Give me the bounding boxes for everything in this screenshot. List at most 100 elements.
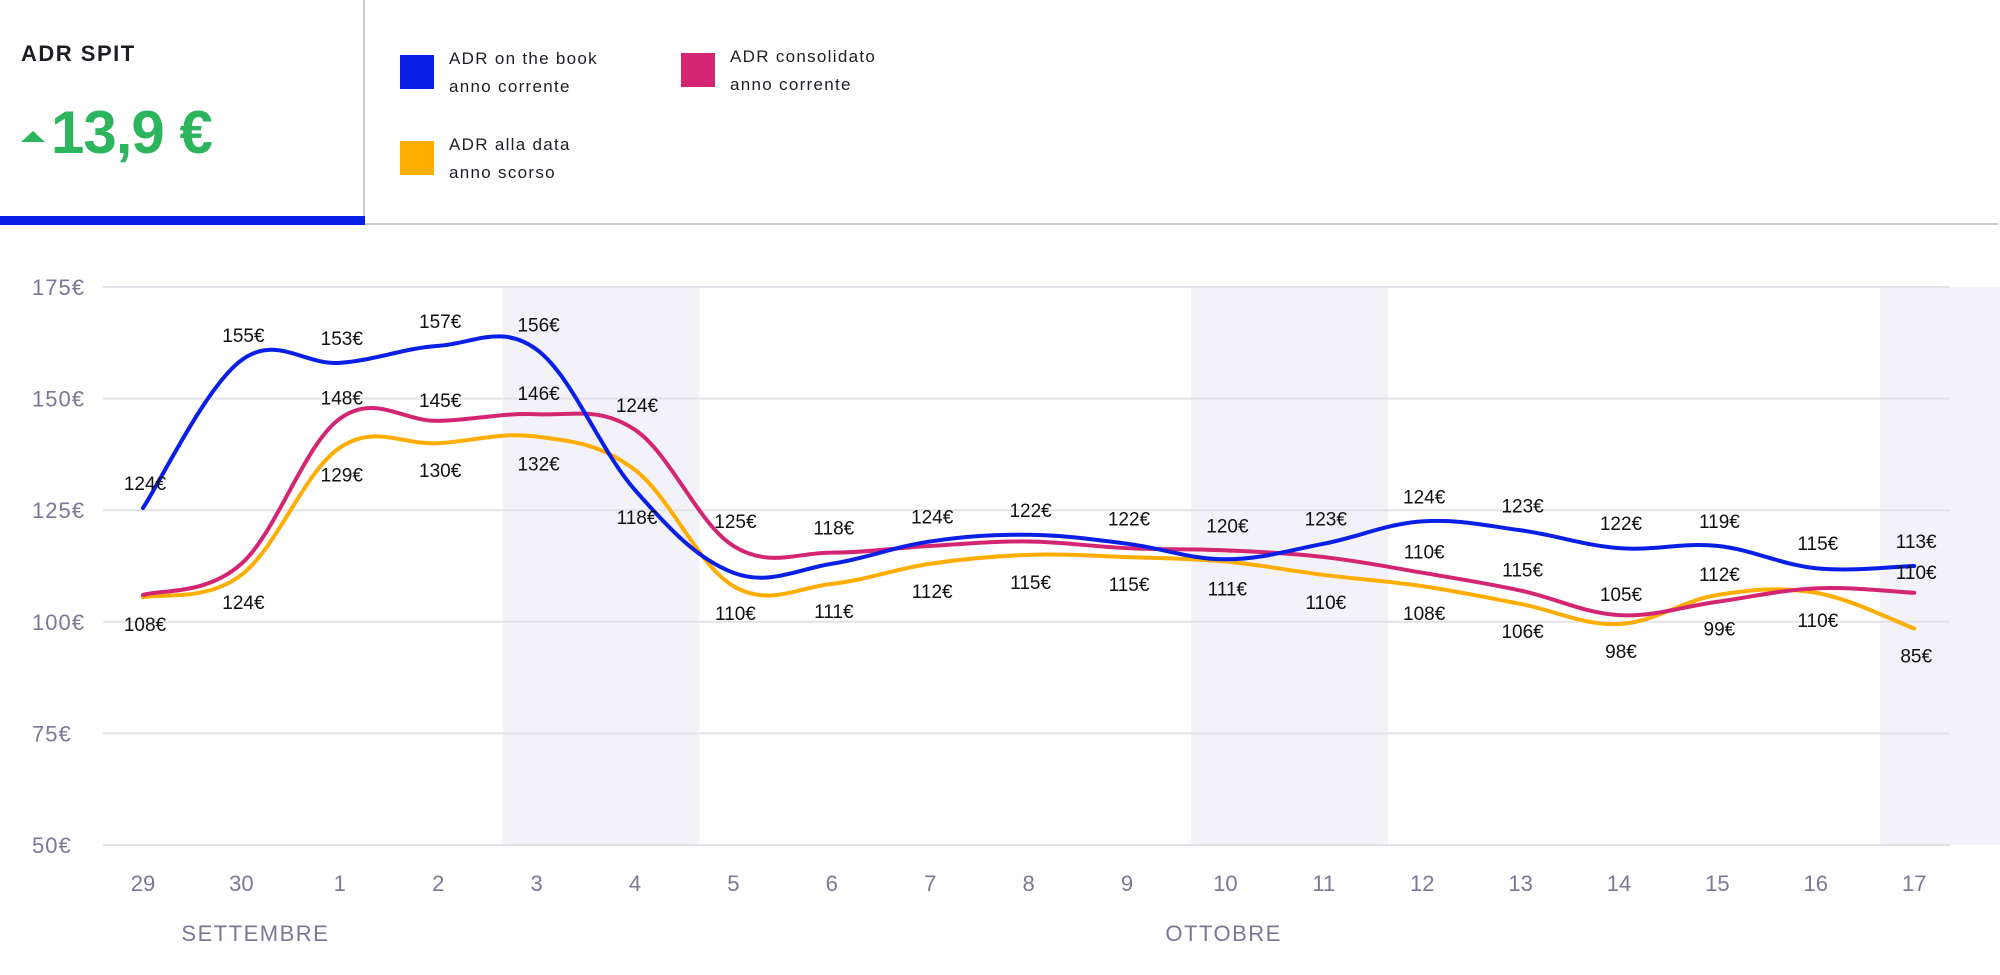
data-label-top: 155€ — [222, 326, 265, 347]
legend-label-line2: anno corrente — [449, 77, 571, 96]
data-label-top: 124€ — [911, 507, 954, 528]
x-tick-label: 29 — [131, 871, 155, 896]
x-tick-label: 2 — [432, 871, 444, 896]
data-label-top: 113€ — [1896, 532, 1937, 553]
x-tick-label: 13 — [1508, 871, 1532, 896]
data-label-top: 122€ — [1108, 510, 1151, 531]
data-label-bottom: 118€ — [617, 508, 658, 529]
data-label-top: 118€ — [813, 519, 854, 540]
data-label-bottom: 98€ — [1605, 642, 1637, 663]
month-label: OTTOBRE — [1165, 921, 1281, 946]
kpi-value: 13,9 € — [21, 98, 213, 167]
legend-item-consolidato[interactable]: ADR consolidato anno corrente — [681, 43, 876, 99]
legend-item-on-the-book[interactable]: ADR on the book anno corrente — [400, 45, 598, 101]
kpi-number: 13,9 € — [51, 99, 213, 166]
data-label-top: 124€ — [616, 396, 659, 417]
x-tick-label: 9 — [1121, 871, 1133, 896]
data-label-bottom: 115€ — [1010, 573, 1051, 594]
data-label-bottom: 110€ — [1797, 611, 1838, 632]
data-label-bottom: 85€ — [1900, 646, 1932, 667]
header-panel: ADR SPIT 13,9 € ADR on the book anno cor… — [0, 0, 1998, 225]
data-label-top: 125€ — [714, 512, 757, 533]
data-label-top: 156€ — [517, 315, 560, 336]
legend-label-line2: anno corrente — [730, 75, 852, 94]
data-label-bottom: 99€ — [1704, 620, 1736, 641]
y-tick-label: 150€ — [32, 387, 85, 412]
weekend-band — [1191, 287, 1388, 845]
data-label-bottom: 108€ — [124, 615, 167, 636]
x-tick-label: 15 — [1705, 871, 1729, 896]
x-tick-label: 5 — [727, 871, 739, 896]
data-label-top: 122€ — [1600, 514, 1643, 535]
x-tick-label: 4 — [629, 871, 641, 896]
x-tick-label: 16 — [1804, 871, 1828, 896]
data-label-bottom: 129€ — [321, 466, 364, 487]
data-label-middle: 110€ — [1404, 543, 1445, 564]
data-label-bottom: 108€ — [1403, 604, 1446, 625]
data-label-top: 123€ — [1305, 510, 1348, 531]
data-label-middle: 115€ — [1502, 561, 1543, 582]
legend-label: ADR consolidato anno corrente — [730, 43, 876, 99]
legend-swatch-orange — [400, 141, 434, 175]
y-tick-label: 75€ — [32, 721, 72, 746]
series-line-on-the-book — [141, 334, 1917, 580]
data-label-middle: 105€ — [1600, 585, 1643, 606]
legend-label-line1: ADR on the book — [449, 49, 598, 68]
x-tick-label: 8 — [1022, 871, 1034, 896]
data-label-top: 153€ — [321, 329, 364, 350]
x-tick-label: 1 — [334, 871, 346, 896]
legend-label: ADR alla data anno scorso — [449, 131, 571, 187]
x-tick-label: 14 — [1607, 871, 1631, 896]
data-label-top: 157€ — [419, 312, 462, 333]
month-label: SETTEMBRE — [181, 921, 329, 946]
data-label-middle: 145€ — [419, 391, 462, 412]
adr-line-chart: 175€150€125€100€75€50€29 30 1 2 3 4 5 6 7 8 9 10 11 1… — [32, 275, 2000, 946]
data-label-bottom: 110€ — [715, 604, 756, 625]
data-label-bottom: 115€ — [1109, 575, 1150, 596]
series-line-consolidato — [141, 406, 1917, 618]
data-label-middle: 112€ — [1699, 565, 1740, 586]
kpi-card[interactable]: ADR SPIT 13,9 € — [0, 0, 365, 225]
y-tick-label: 50€ — [32, 833, 72, 858]
legend-label-line2: anno scorso — [449, 163, 556, 182]
data-label-top: 119€ — [1699, 512, 1740, 533]
x-tick-label: 17 — [1902, 871, 1926, 896]
kpi-title: ADR SPIT — [21, 41, 136, 66]
triangle-up-icon — [21, 131, 45, 142]
x-tick-label: 11 — [1312, 871, 1335, 896]
data-label-bottom: 111€ — [1208, 580, 1248, 601]
data-label-bottom: 106€ — [1501, 622, 1544, 643]
data-label-bottom: 110€ — [1305, 593, 1346, 614]
data-label-bottom: 112€ — [912, 582, 953, 603]
legend-label: ADR on the book anno corrente — [449, 45, 598, 101]
x-tick-label: 3 — [530, 871, 542, 896]
kpi-active-indicator — [0, 216, 365, 225]
legend-swatch-blue — [400, 55, 434, 89]
data-label-top: 124€ — [124, 474, 167, 495]
x-tick-label: 7 — [924, 871, 936, 896]
data-label-middle: 146€ — [517, 384, 560, 405]
data-label-bottom: 111€ — [814, 602, 854, 623]
data-label-bottom: 124€ — [222, 593, 265, 614]
data-label-top: 120€ — [1206, 516, 1249, 537]
data-label-top: 123€ — [1501, 496, 1544, 517]
y-tick-label: 100€ — [32, 610, 85, 635]
data-label-middle: 110€ — [1896, 563, 1937, 584]
legend-item-alla-data[interactable]: ADR alla data anno scorso — [400, 131, 571, 187]
x-tick-label: 6 — [826, 871, 838, 896]
data-label-top: 122€ — [1009, 501, 1052, 522]
data-label-bottom: 130€ — [419, 461, 462, 482]
legend-label-line1: ADR alla data — [449, 135, 571, 154]
legend-swatch-magenta — [681, 53, 715, 87]
x-tick-label: 30 — [229, 871, 253, 896]
data-label-top: 124€ — [1403, 487, 1446, 508]
y-tick-label: 125€ — [32, 498, 85, 523]
data-label-bottom: 132€ — [517, 455, 560, 476]
weekend-band — [502, 287, 700, 845]
legend-label-line1: ADR consolidato — [730, 47, 877, 66]
x-tick-label: 10 — [1213, 871, 1237, 896]
series-line-alla-data — [141, 433, 1917, 631]
y-tick-label: 175€ — [32, 275, 85, 300]
data-label-top: 115€ — [1797, 534, 1838, 555]
x-tick-label: 12 — [1410, 871, 1434, 896]
